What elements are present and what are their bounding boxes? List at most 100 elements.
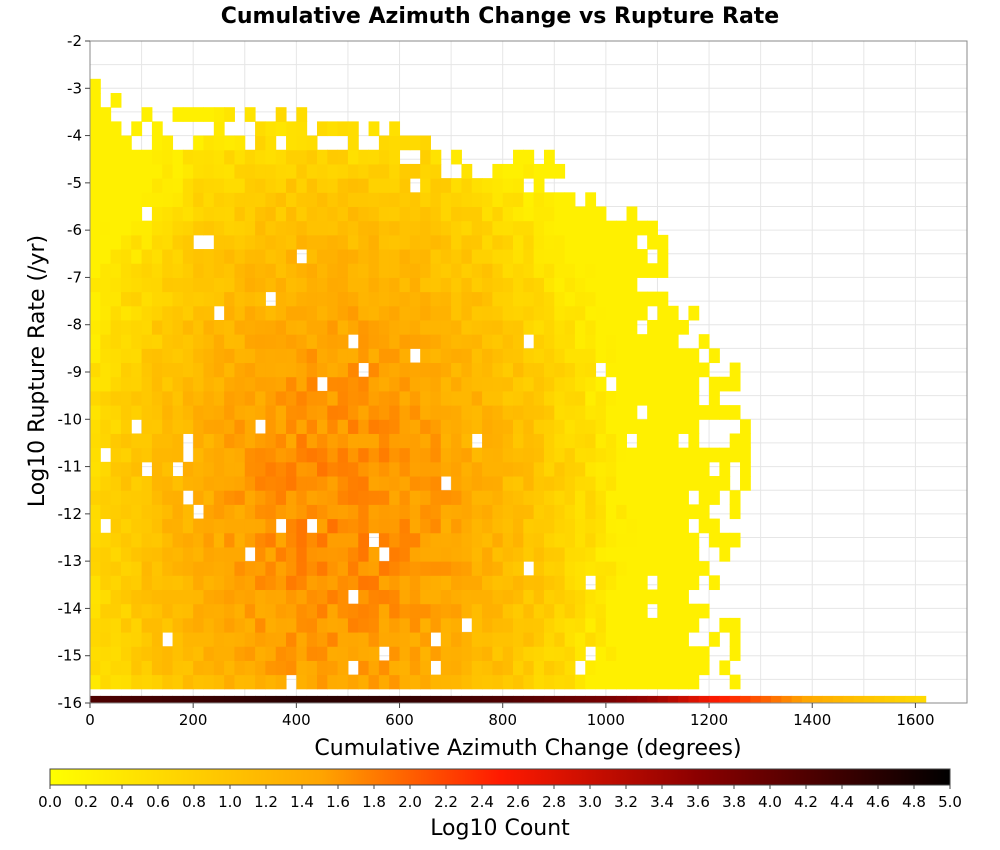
heatmap-cell xyxy=(430,575,442,591)
heatmap-cell xyxy=(564,220,576,236)
heatmap-cell xyxy=(595,518,607,534)
heatmap-cell xyxy=(368,192,380,207)
heatmap-cell xyxy=(120,504,132,520)
heatmap-cell xyxy=(667,646,679,661)
heatmap-cell xyxy=(420,461,431,477)
heatmap-cell xyxy=(151,192,163,207)
heatmap-cell xyxy=(554,617,566,633)
heatmap-cell xyxy=(636,220,648,236)
heatmap-cell xyxy=(213,291,225,307)
heatmap-cell xyxy=(667,589,679,605)
heatmap-cell xyxy=(482,206,493,222)
heatmap-cell xyxy=(616,234,628,250)
heatmap-cell xyxy=(409,674,421,690)
heatmap-cell xyxy=(399,192,411,207)
colorbar-tick-label: 1.0 xyxy=(218,793,242,811)
heatmap-cell xyxy=(492,476,504,491)
heatmap-cell xyxy=(451,348,462,364)
heatmap-cell xyxy=(471,674,483,690)
heatmap-cell xyxy=(172,348,184,364)
heatmap-cell xyxy=(120,632,132,647)
heatmap-cell xyxy=(409,504,421,520)
heatmap-cell xyxy=(224,178,235,193)
heatmap-cell xyxy=(533,362,545,378)
heatmap-cell xyxy=(151,135,163,151)
heatmap-cell xyxy=(224,518,235,534)
heatmap-cell xyxy=(636,461,648,477)
heatmap-cell xyxy=(595,632,607,647)
heatmap-cell xyxy=(296,674,308,690)
heatmap-cell-bottom-row xyxy=(616,695,628,703)
heatmap-cell xyxy=(626,234,638,250)
heatmap-cell xyxy=(647,234,658,250)
heatmap-cell xyxy=(595,447,607,463)
heatmap-cell xyxy=(564,206,576,222)
heatmap-cell xyxy=(409,405,421,420)
heatmap-cell xyxy=(368,206,380,222)
heatmap-cell xyxy=(151,291,163,307)
heatmap-cell xyxy=(502,376,514,392)
heatmap-cell xyxy=(420,319,431,335)
heatmap-cell xyxy=(409,476,421,491)
heatmap-cell xyxy=(347,249,359,264)
heatmap-cell xyxy=(616,518,628,534)
heatmap-cell xyxy=(409,206,421,222)
heatmap-cell xyxy=(564,334,576,349)
heatmap-cell xyxy=(151,617,163,633)
heatmap-cell xyxy=(399,348,411,364)
heatmap-cell xyxy=(688,447,700,463)
heatmap-cell xyxy=(182,518,194,534)
heatmap-cell xyxy=(533,220,545,236)
heatmap-cell xyxy=(709,447,720,463)
heatmap-cell xyxy=(172,632,184,647)
heatmap-cell xyxy=(554,319,566,335)
heatmap-cell xyxy=(605,447,617,463)
heatmap-cell xyxy=(482,249,493,264)
heatmap-cell xyxy=(554,348,566,364)
heatmap-cell xyxy=(100,632,112,647)
heatmap-cell xyxy=(378,348,390,364)
heatmap-cell xyxy=(234,291,246,307)
heatmap-cell xyxy=(543,603,555,619)
heatmap-cell xyxy=(564,291,576,307)
heatmap-cell xyxy=(420,291,431,307)
heatmap-cell xyxy=(378,220,390,236)
heatmap-cell xyxy=(316,617,328,633)
heatmap-cell xyxy=(203,220,215,236)
heatmap-cell xyxy=(100,319,112,335)
heatmap-cell xyxy=(595,348,607,364)
heatmap-cell xyxy=(482,405,493,420)
heatmap-cell xyxy=(162,419,174,434)
heatmap-cell xyxy=(399,263,411,278)
heatmap-cell xyxy=(389,660,401,676)
heatmap-cell xyxy=(90,149,101,165)
heatmap-cell xyxy=(306,405,318,420)
heatmap-cell xyxy=(347,561,359,576)
heatmap-cell xyxy=(141,518,153,534)
heatmap-cell xyxy=(234,234,246,250)
heatmap-cell xyxy=(286,433,297,449)
heatmap-cell xyxy=(378,419,390,434)
heatmap-cell xyxy=(100,532,112,548)
heatmap-cell xyxy=(358,476,370,491)
heatmap-cell xyxy=(90,617,101,633)
heatmap-cell xyxy=(709,632,720,647)
heatmap-cell xyxy=(224,575,235,591)
heatmap-cell xyxy=(533,192,545,207)
heatmap-cell xyxy=(162,149,174,165)
heatmap-cell xyxy=(543,234,555,250)
heatmap-cell xyxy=(636,674,648,690)
heatmap-cell xyxy=(151,589,163,605)
heatmap-cell xyxy=(543,660,555,676)
heatmap-cell xyxy=(358,234,370,250)
heatmap-cell xyxy=(337,575,349,591)
heatmap-cell xyxy=(347,263,359,278)
heatmap-cell xyxy=(626,348,638,364)
heatmap-cell xyxy=(574,461,586,477)
heatmap-cell xyxy=(141,263,153,278)
heatmap-cell xyxy=(90,291,101,307)
heatmap-cell xyxy=(120,319,132,335)
heatmap-cell xyxy=(626,334,638,349)
heatmap-cell xyxy=(502,405,514,420)
heatmap-cell xyxy=(131,646,143,661)
